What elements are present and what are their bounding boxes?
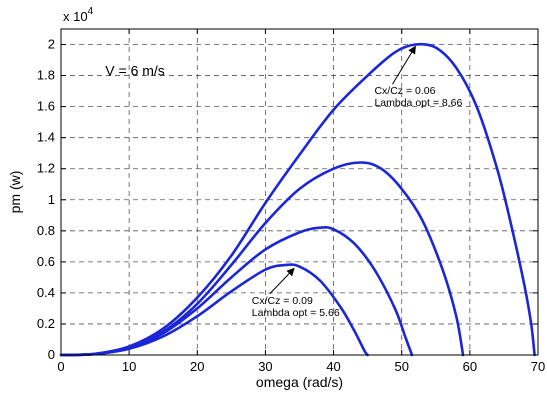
- ticks: 0 10 20 30 40 50 60 70 0 0.2 0.4 0.6 0.8 1 1.2 1.4 1.6 1.…: [37, 29, 545, 374]
- annotation-line: Cx/Cz = 0.06: [374, 85, 435, 97]
- y-tick-label: 0.8: [37, 223, 55, 238]
- annotation-arrow: [269, 267, 295, 295]
- y-tick-label: 0: [48, 347, 55, 362]
- x-tick-label: 30: [258, 359, 272, 374]
- y-multiplier-label: x 104: [63, 6, 94, 24]
- x-tick-label: 10: [122, 359, 136, 374]
- series-layer: [59, 42, 536, 357]
- x-axis-label: omega (rad/s): [256, 374, 343, 390]
- y-tick-label: 0.6: [37, 254, 55, 269]
- y-tick-label: 1.6: [37, 99, 55, 114]
- y-multiplier-exponent: 4: [88, 6, 94, 17]
- y-tick-label: 1.2: [37, 161, 55, 176]
- x-tick-label: 20: [190, 359, 204, 374]
- series-line-4: [59, 42, 536, 357]
- y-tick-label: 1.8: [37, 68, 55, 83]
- y-axis-label: pm (w): [7, 171, 23, 214]
- plot-frame: [60, 28, 539, 356]
- annotation-wind-speed: V = 6 m/s: [105, 63, 165, 79]
- y-tick-label: 0.2: [37, 316, 55, 331]
- series-line-3: [59, 161, 465, 357]
- annotation-line: Lambda opt = 8.66: [374, 97, 462, 109]
- y-tick-label: 0.4: [37, 285, 55, 300]
- grid: [61, 29, 538, 355]
- y-tick-label: 2: [48, 37, 55, 52]
- annotation-arrow: [392, 45, 416, 85]
- y-tick-label: 1.4: [37, 130, 55, 145]
- annotation-line: Lambda opt = 5.66: [252, 307, 340, 319]
- annotation-line: Cx/Cz = 0.09: [252, 295, 313, 307]
- x-tick-label: 40: [326, 359, 340, 374]
- y-multiplier-base: x 10: [63, 9, 88, 24]
- x-tick-label: 50: [394, 359, 408, 374]
- x-tick-label: 70: [531, 359, 545, 374]
- x-tick-label: 0: [57, 359, 64, 374]
- y-tick-label: 1: [48, 192, 55, 207]
- x-tick-label: 60: [463, 359, 477, 374]
